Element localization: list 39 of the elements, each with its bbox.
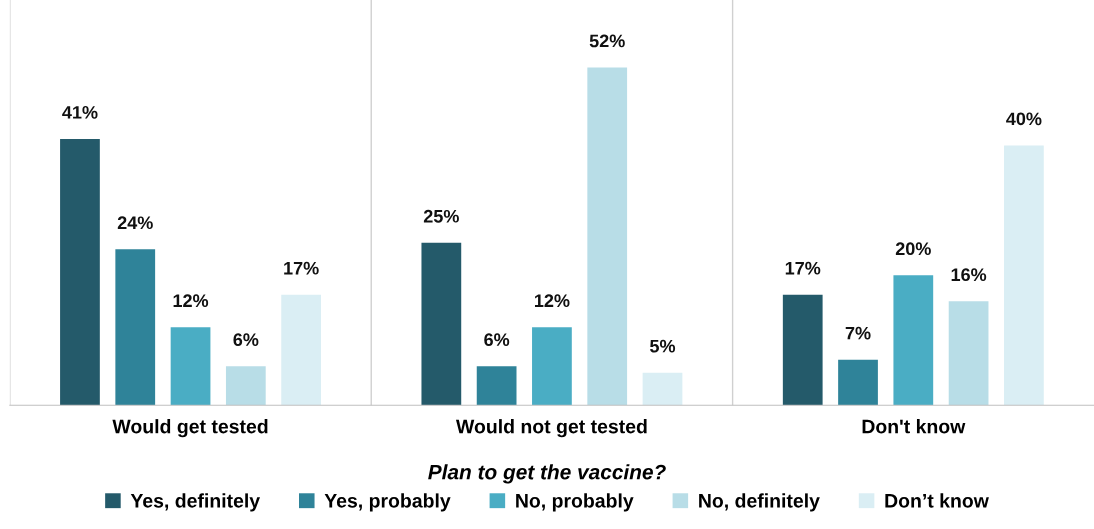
data-label: 12% xyxy=(173,294,209,308)
legend-label: Don’t know xyxy=(885,493,989,508)
data-label: 41% xyxy=(62,105,98,119)
legend-label: Yes, definitely xyxy=(130,493,261,512)
data-label: 6% xyxy=(233,333,259,347)
data-label: 24% xyxy=(117,216,153,230)
bar xyxy=(782,294,823,406)
bar xyxy=(476,366,517,406)
x-tick-label: Don't know xyxy=(862,419,966,434)
bar xyxy=(170,327,211,406)
legend-label: Yes, probably xyxy=(324,493,451,512)
data-label: 17% xyxy=(284,261,319,275)
data-label: 5% xyxy=(650,339,676,353)
data-label: 52% xyxy=(589,34,625,48)
bar xyxy=(532,327,572,406)
bar xyxy=(893,275,934,406)
legend-label: No, definitely xyxy=(699,493,820,512)
data-label: 7% xyxy=(845,326,871,340)
x-tick-label: Would not get tested xyxy=(455,419,647,438)
data-label: 20% xyxy=(895,242,931,256)
data-label: 6% xyxy=(484,333,510,347)
bar xyxy=(587,67,628,406)
bar xyxy=(281,294,321,406)
bar xyxy=(60,138,100,406)
legend-title: Plan to get the vaccine? xyxy=(428,464,666,484)
bar xyxy=(838,359,878,406)
data-label: 17% xyxy=(785,261,821,275)
bar xyxy=(642,372,683,406)
data-label: 12% xyxy=(534,294,570,308)
data-label: 25% xyxy=(423,209,459,223)
data-label: 40% xyxy=(1006,112,1042,126)
data-label: 16% xyxy=(951,268,987,282)
bar xyxy=(1004,145,1044,406)
x-tick-label: Would get tested xyxy=(112,419,268,438)
legend-label: No, probably xyxy=(516,493,634,512)
bar xyxy=(948,301,989,406)
bar xyxy=(115,249,156,406)
bar xyxy=(225,366,266,406)
bar xyxy=(421,242,462,406)
